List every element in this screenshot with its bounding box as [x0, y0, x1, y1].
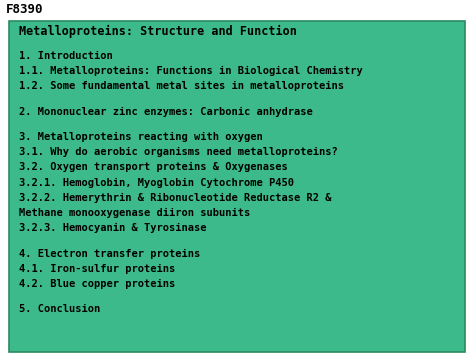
Text: Metalloproteins: Structure and Function: Metalloproteins: Structure and Function — [19, 25, 297, 38]
Text: 2. Mononuclear zinc enzymes: Carbonic anhydrase: 2. Mononuclear zinc enzymes: Carbonic an… — [19, 106, 313, 116]
Text: 4.2. Blue copper proteins: 4.2. Blue copper proteins — [19, 279, 175, 289]
Text: 4.1. Iron-sulfur proteins: 4.1. Iron-sulfur proteins — [19, 264, 175, 274]
Text: 3.2.2. Hemerythrin & Ribonucleotide Reductase R2 &: 3.2.2. Hemerythrin & Ribonucleotide Redu… — [19, 193, 331, 203]
Text: 4. Electron transfer proteins: 4. Electron transfer proteins — [19, 248, 200, 258]
Text: 3.2.1. Hemoglobin, Myoglobin Cytochrome P450: 3.2.1. Hemoglobin, Myoglobin Cytochrome … — [19, 178, 294, 187]
Text: F8390: F8390 — [6, 3, 43, 16]
Text: 3.1. Why do aerobic organisms need metalloproteins?: 3.1. Why do aerobic organisms need metal… — [19, 147, 337, 157]
FancyBboxPatch shape — [9, 21, 465, 352]
Text: 3.2. Oxygen transport proteins & Oxygenases: 3.2. Oxygen transport proteins & Oxygena… — [19, 162, 288, 172]
Text: 1. Introduction: 1. Introduction — [19, 51, 113, 61]
Text: 5. Conclusion: 5. Conclusion — [19, 304, 100, 314]
Text: 3.2.3. Hemocyanin & Tyrosinase: 3.2.3. Hemocyanin & Tyrosinase — [19, 223, 207, 233]
Text: 1.2. Some fundamental metal sites in metalloproteins: 1.2. Some fundamental metal sites in met… — [19, 81, 344, 91]
Text: 3. Metalloproteins reacting with oxygen: 3. Metalloproteins reacting with oxygen — [19, 132, 263, 142]
Text: 1.1. Metalloproteins: Functions in Biological Chemistry: 1.1. Metalloproteins: Functions in Biolo… — [19, 66, 363, 76]
Text: Methane monooxygenase diiron subunits: Methane monooxygenase diiron subunits — [19, 208, 250, 218]
